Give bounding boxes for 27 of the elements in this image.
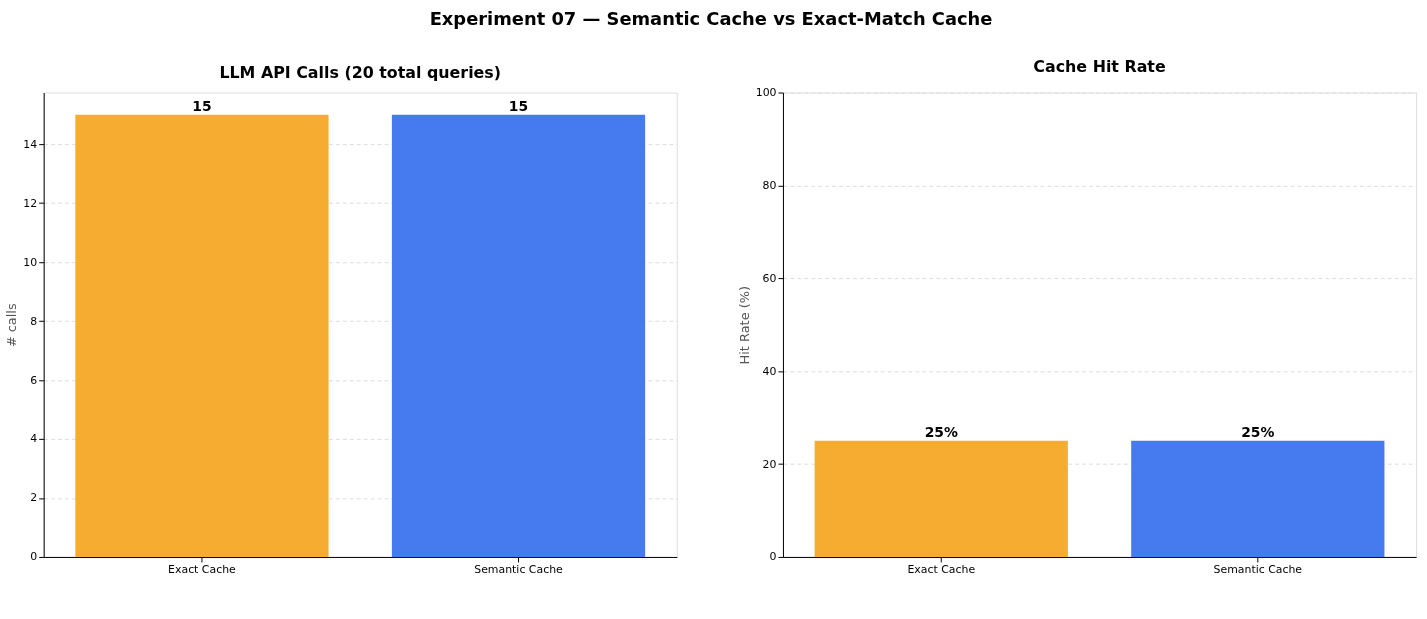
x-tick-label: Exact Cache xyxy=(168,563,237,577)
y-tick-label: 40 xyxy=(762,364,777,378)
data-label: 25% xyxy=(924,423,958,440)
y-tick-label: 4 xyxy=(30,432,38,446)
data-label: 25% xyxy=(1241,423,1275,440)
x-tick-label: Semantic Cache xyxy=(474,563,564,577)
y-tick-label: 14 xyxy=(23,137,38,151)
y-tick-label: 10 xyxy=(23,255,38,269)
x-tick-label: Semantic Cache xyxy=(1213,563,1303,577)
chart-title: LLM API Calls (20 total queries) xyxy=(219,62,502,82)
y-tick-label: 80 xyxy=(762,178,777,192)
x-tick-label: Exact Cache xyxy=(907,563,976,577)
y-tick-label: 20 xyxy=(762,457,777,471)
y-tick-label: 12 xyxy=(23,196,38,210)
y-tick-label: 8 xyxy=(30,314,38,328)
y-tick-label: 100 xyxy=(755,86,777,100)
y-tick-label: 0 xyxy=(769,550,777,564)
y-tick-label: 60 xyxy=(762,271,777,285)
text: Experiment 07 — Semantic Cache vs Exact-Match Cache xyxy=(429,7,993,29)
y-axis-title: # calls xyxy=(4,303,20,348)
data-label: 15 xyxy=(508,97,529,114)
y-axis-title: Hit Rate (%) xyxy=(736,286,752,365)
data-label: 15 xyxy=(192,97,212,114)
y-tick-label: 2 xyxy=(30,491,38,505)
y-tick-label: 0 xyxy=(30,550,38,564)
y-tick-label: 6 xyxy=(30,373,38,387)
chart-title: Cache Hit Rate xyxy=(1033,56,1166,76)
